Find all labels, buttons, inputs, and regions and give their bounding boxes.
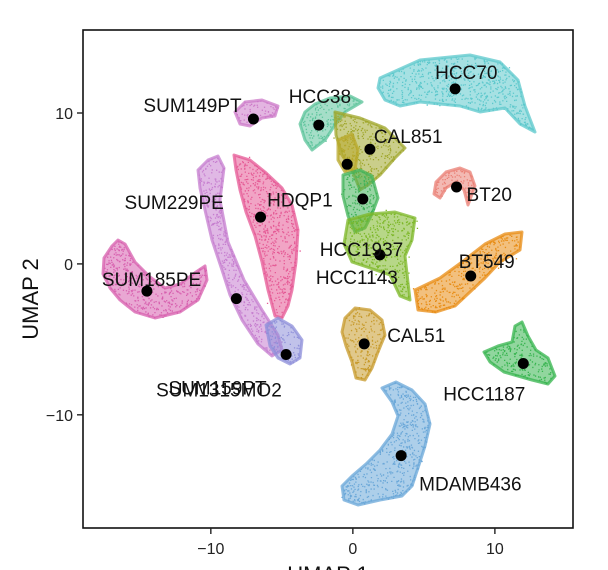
cluster-point-clouds [101, 53, 557, 507]
centroid-bt549 [465, 270, 477, 282]
cluster-points-sum185pe [103, 241, 207, 319]
x-tick-label: −10 [197, 541, 224, 558]
centroid-cal51 [358, 338, 370, 350]
centroid-sum149pt [247, 113, 259, 125]
centroid-sum229pe [255, 211, 267, 223]
cluster-label-hcc70: HCC70 [435, 63, 497, 84]
cluster-label-hdqp1: HDQP1 [267, 190, 332, 211]
cluster-points-cal51 [343, 307, 386, 380]
y-tick-label: −10 [46, 408, 73, 425]
cluster-area-hcc1187 [482, 320, 557, 386]
centroid-hcc70 [449, 83, 461, 95]
cluster-label-sum159pt: SUM159PT [168, 379, 267, 400]
centroid-hcc1937 [357, 193, 369, 205]
cluster-label-mdamb436: MDAMB436 [419, 475, 521, 496]
cluster-area-mdamb436 [340, 380, 432, 507]
centroid-cal851 [364, 143, 376, 155]
cluster-label-sum229pe: SUM229PE [125, 193, 224, 214]
cluster-area-sum149pt [233, 98, 280, 128]
cluster-sum229pe [232, 153, 301, 320]
cluster-hcc1187 [482, 320, 557, 386]
y-tick-label: 10 [55, 106, 73, 123]
cluster-points-hcc70 [379, 57, 534, 131]
cluster-label-hcc38: HCC38 [289, 87, 351, 108]
y-axis: −10 0 10 [46, 106, 83, 425]
cluster-mdamb436 [340, 380, 432, 507]
centroid-hcc1187 [517, 358, 529, 370]
cluster-label-bt549: BT549 [459, 252, 515, 273]
cluster-label-bt20: BT20 [467, 185, 512, 206]
centroid-bt20 [451, 181, 463, 193]
cluster-points-hcc1143 [344, 209, 419, 298]
cluster-label-hcc1937: HCC1937 [320, 240, 403, 261]
cluster-label-hcc1143: HCC1143 [316, 268, 398, 289]
x-axis-title: UMAP 1 [287, 562, 369, 570]
cluster-points-hcc1937 [341, 169, 378, 231]
centroid-hcc1143 [374, 249, 386, 261]
x-tick-label: 10 [486, 541, 504, 558]
cluster-label-cal51: CAL51 [387, 326, 445, 347]
x-axis: −10 0 10 [197, 528, 504, 558]
cluster-area-sum185pe [101, 238, 209, 320]
cluster-centroids [141, 83, 529, 462]
cluster-points-cal851 [333, 114, 405, 191]
y-tick-label: 0 [64, 257, 73, 274]
cluster-sum149pt [233, 98, 280, 128]
cluster-sum185pe [101, 238, 209, 320]
cluster-label-hcc1187: HCC1187 [443, 385, 525, 406]
centroid-sum1315mo2 [280, 348, 292, 360]
cluster-label-sum185pe: SUM185PE [102, 270, 201, 291]
cluster-points-sum149pt [236, 100, 279, 124]
cluster-points-sum229pe [236, 156, 301, 318]
centroid-mdamb436 [395, 450, 407, 462]
centroid-hcc38 [313, 119, 325, 131]
cluster-labels: HCC70 HCC38 SUM149PT CAL851 HDQP1 BT20 HCC1937… [102, 63, 525, 496]
cluster-points-bt20 [435, 170, 475, 202]
x-tick-label: 0 [348, 541, 357, 558]
y-axis-title: UMAP 2 [18, 258, 43, 340]
cluster-label-sum1315mo2: SUM1315MO2 [156, 380, 282, 401]
cluster-label-cal851: CAL851 [374, 127, 443, 148]
cluster-label-sum149pt: SUM149PT [143, 96, 242, 117]
centroid-hdqp1 [341, 158, 353, 170]
centroid-sum185pe [141, 285, 153, 297]
plot-panel-border [82, 29, 574, 529]
centroid-sum159pt [230, 293, 242, 305]
cluster-bt20 [432, 166, 477, 207]
